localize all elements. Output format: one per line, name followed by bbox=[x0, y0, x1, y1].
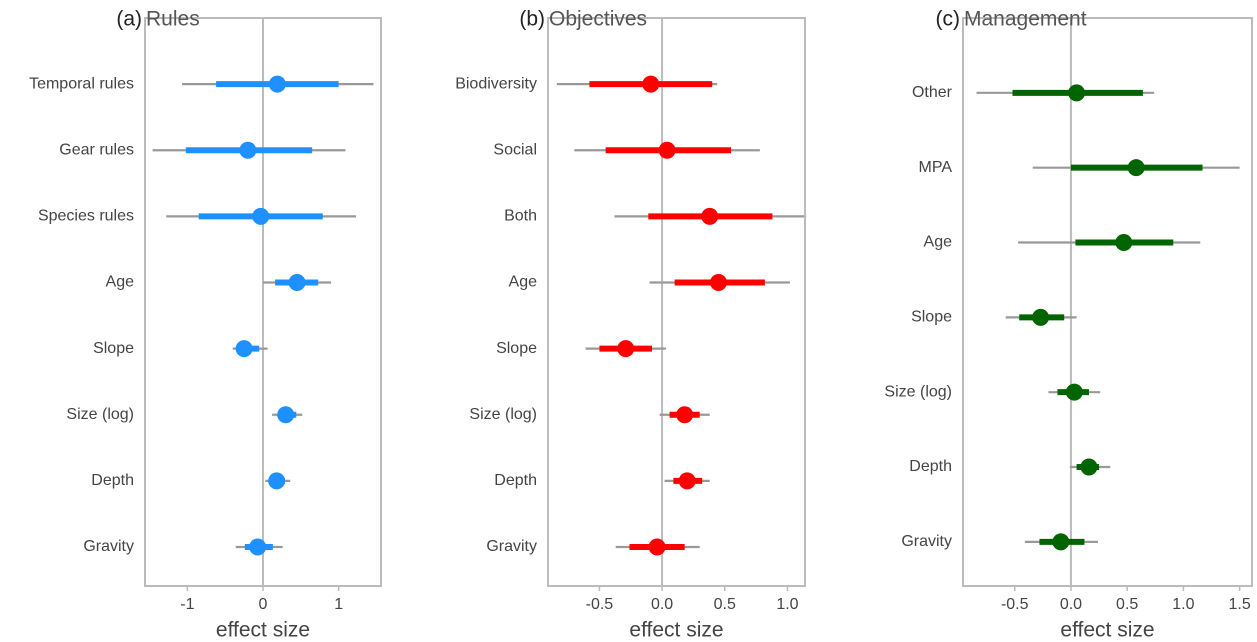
point-estimate bbox=[249, 538, 267, 556]
panel: -1 0 1 Temporal rules Gear rules Species rule… bbox=[29, 8, 382, 642]
plot-frame bbox=[547, 17, 806, 587]
category-label: Slope bbox=[911, 309, 952, 326]
x-tick-label: -0.5 bbox=[586, 596, 614, 613]
category-label: Age bbox=[924, 234, 953, 251]
category-label: Age bbox=[509, 274, 538, 291]
point-estimate bbox=[1115, 234, 1133, 252]
category-label: Slope bbox=[496, 340, 537, 357]
x-tick-label: -1 bbox=[180, 596, 194, 613]
panel: -0.5 0.0 0.5 1.0 1.5 Other MPA Age Slope Size (lo… bbox=[884, 8, 1253, 642]
category-label: Gravity bbox=[486, 538, 537, 555]
point-estimate bbox=[1068, 84, 1086, 102]
category-label: Gravity bbox=[901, 533, 952, 550]
point-estimate bbox=[268, 472, 286, 490]
x-axis-label: effect size bbox=[216, 619, 310, 642]
category-label: Depth bbox=[494, 472, 537, 489]
x-tick-label: 0.0 bbox=[651, 596, 673, 613]
point-estimate bbox=[1052, 533, 1070, 551]
category-label: Size (log) bbox=[469, 406, 537, 423]
x-tick-label: 1.5 bbox=[1229, 596, 1251, 613]
x-tick-label: 0.5 bbox=[1116, 596, 1138, 613]
point-estimate bbox=[235, 340, 253, 358]
x-tick-label: -0.5 bbox=[1001, 596, 1029, 613]
point-estimate bbox=[1032, 308, 1050, 326]
point-estimate bbox=[701, 207, 719, 225]
point-estimate bbox=[648, 538, 666, 556]
x-tick-label: 1 bbox=[334, 596, 343, 613]
point-estimate bbox=[658, 141, 676, 159]
x-tick-label: 0.5 bbox=[714, 596, 736, 613]
category-label: Size (log) bbox=[66, 406, 134, 423]
category-label: Species rules bbox=[38, 208, 134, 225]
category-label: Slope bbox=[93, 340, 134, 357]
category-label: Gravity bbox=[83, 538, 134, 555]
point-estimate bbox=[252, 207, 270, 225]
point-estimate bbox=[268, 75, 286, 93]
x-axis-label: effect size bbox=[629, 619, 723, 642]
panel-title: Rules bbox=[146, 8, 200, 31]
category-label: Both bbox=[504, 208, 537, 225]
point-estimate bbox=[642, 75, 660, 93]
category-label: MPA bbox=[919, 159, 953, 176]
point-estimate bbox=[1065, 383, 1083, 401]
point-estimate bbox=[1127, 159, 1145, 177]
point-estimate bbox=[239, 141, 257, 159]
plot-frame bbox=[144, 17, 382, 587]
category-label: Depth bbox=[91, 472, 134, 489]
panel: -0.5 0.0 0.5 1.0 Biodiversity Social Both Age Sl… bbox=[455, 8, 807, 642]
category-label: Size (log) bbox=[884, 383, 952, 400]
point-estimate bbox=[709, 273, 727, 291]
x-tick-label: 0.0 bbox=[1060, 596, 1082, 613]
category-label: Biodiversity bbox=[455, 75, 537, 92]
plot-frame bbox=[962, 17, 1253, 587]
category-label: Other bbox=[912, 84, 953, 101]
point-estimate bbox=[678, 472, 696, 490]
point-estimate bbox=[277, 406, 295, 424]
category-label: Age bbox=[106, 274, 135, 291]
category-label: Temporal rules bbox=[29, 75, 134, 92]
x-tick-label: 1.0 bbox=[1172, 596, 1194, 613]
point-estimate bbox=[676, 406, 694, 424]
panel-title: Objectives bbox=[549, 8, 647, 31]
category-label: Social bbox=[493, 141, 537, 158]
panel-title: Management bbox=[964, 8, 1087, 31]
panel-label: (c) bbox=[936, 8, 961, 31]
point-estimate bbox=[617, 340, 635, 358]
point-estimate bbox=[1080, 458, 1098, 476]
x-tick-label: 1.0 bbox=[776, 596, 798, 613]
category-label: Depth bbox=[909, 458, 952, 475]
x-tick-label: 0 bbox=[259, 596, 268, 613]
category-label: Gear rules bbox=[59, 141, 134, 158]
point-estimate bbox=[288, 273, 306, 291]
panel-label: (b) bbox=[519, 8, 545, 31]
panel-label: (a) bbox=[116, 8, 142, 31]
x-axis-label: effect size bbox=[1060, 619, 1154, 642]
